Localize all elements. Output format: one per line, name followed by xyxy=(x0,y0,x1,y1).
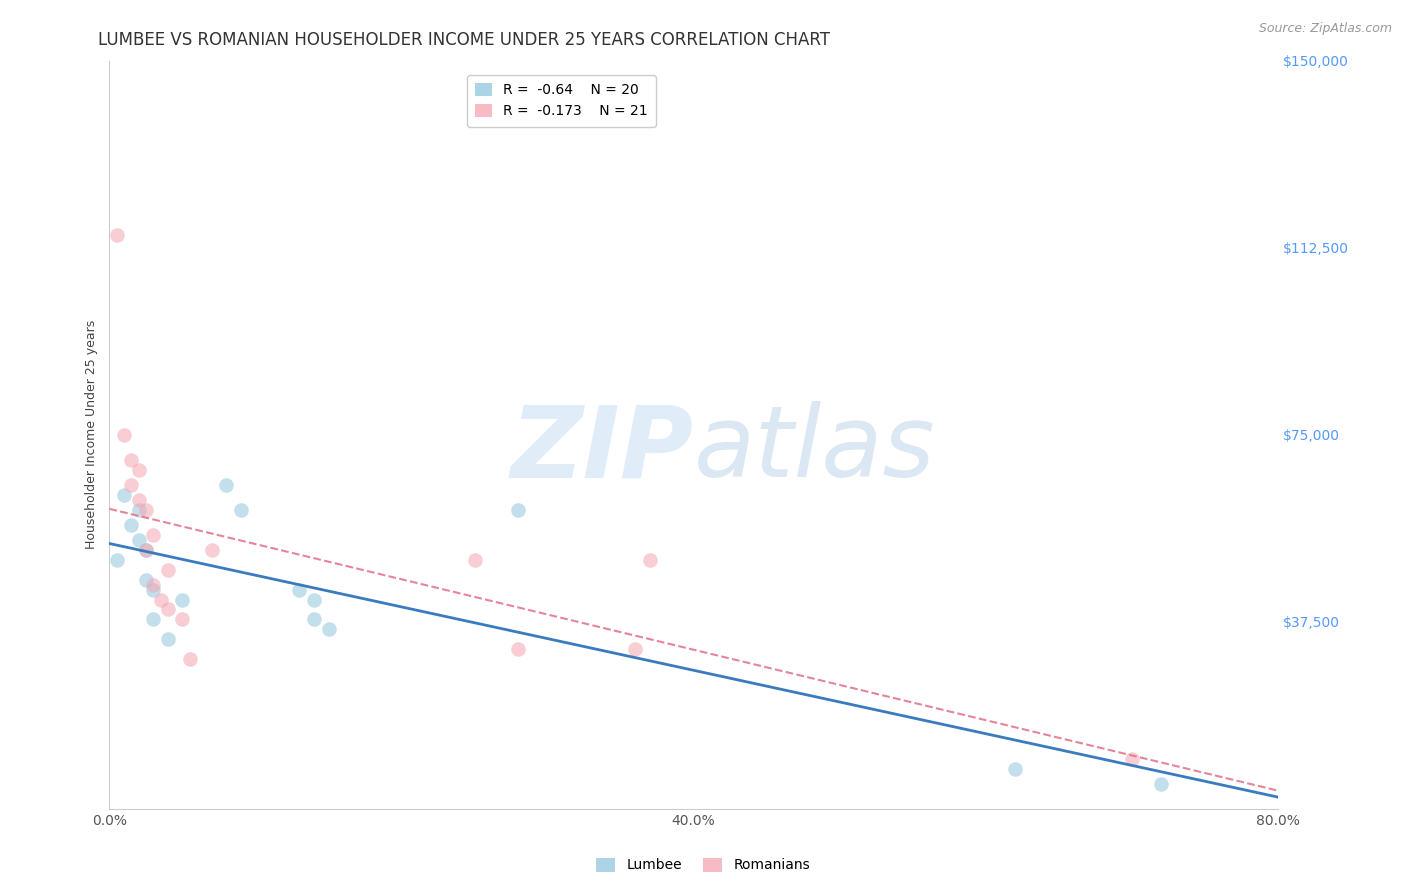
Point xyxy=(624,642,647,657)
Point xyxy=(172,592,194,607)
Legend: Lumbee, Romanians: Lumbee, Romanians xyxy=(591,852,815,878)
Point xyxy=(638,552,661,566)
Point xyxy=(142,582,165,597)
Text: LUMBEE VS ROMANIAN HOUSEHOLDER INCOME UNDER 25 YEARS CORRELATION CHART: LUMBEE VS ROMANIAN HOUSEHOLDER INCOME UN… xyxy=(98,31,831,49)
Point xyxy=(128,492,150,507)
Legend: R =  -0.64    N = 20, R =  -0.173    N = 21: R = -0.64 N = 20, R = -0.173 N = 21 xyxy=(467,75,657,127)
Point xyxy=(288,582,311,597)
Point xyxy=(1004,762,1026,776)
Point xyxy=(508,642,530,657)
Point xyxy=(128,533,150,547)
Point xyxy=(112,428,135,442)
Text: ZIP: ZIP xyxy=(510,401,693,499)
Point xyxy=(1121,752,1143,766)
Point xyxy=(112,488,135,502)
Point xyxy=(120,452,142,467)
Point xyxy=(318,623,340,637)
Point xyxy=(229,502,252,516)
Point xyxy=(172,612,194,626)
Point xyxy=(1150,777,1173,791)
Point xyxy=(215,477,238,491)
Point xyxy=(135,542,157,557)
Point xyxy=(302,612,325,626)
Point xyxy=(149,592,172,607)
Point xyxy=(142,527,165,541)
Point xyxy=(464,552,486,566)
Point xyxy=(508,502,530,516)
Point xyxy=(142,577,165,591)
Point xyxy=(128,463,150,477)
Point xyxy=(302,592,325,607)
Point xyxy=(135,502,157,516)
Point xyxy=(156,563,179,577)
Point xyxy=(135,542,157,557)
Point xyxy=(120,477,142,491)
Point xyxy=(135,573,157,587)
Text: atlas: atlas xyxy=(693,401,935,499)
Point xyxy=(156,632,179,647)
Point xyxy=(120,517,142,532)
Point xyxy=(128,502,150,516)
Point xyxy=(156,602,179,616)
Point xyxy=(105,552,128,566)
Y-axis label: Householder Income Under 25 years: Householder Income Under 25 years xyxy=(86,320,98,549)
Point xyxy=(179,652,201,666)
Point xyxy=(201,542,224,557)
Point xyxy=(142,612,165,626)
Point xyxy=(105,228,128,243)
Text: Source: ZipAtlas.com: Source: ZipAtlas.com xyxy=(1258,22,1392,36)
